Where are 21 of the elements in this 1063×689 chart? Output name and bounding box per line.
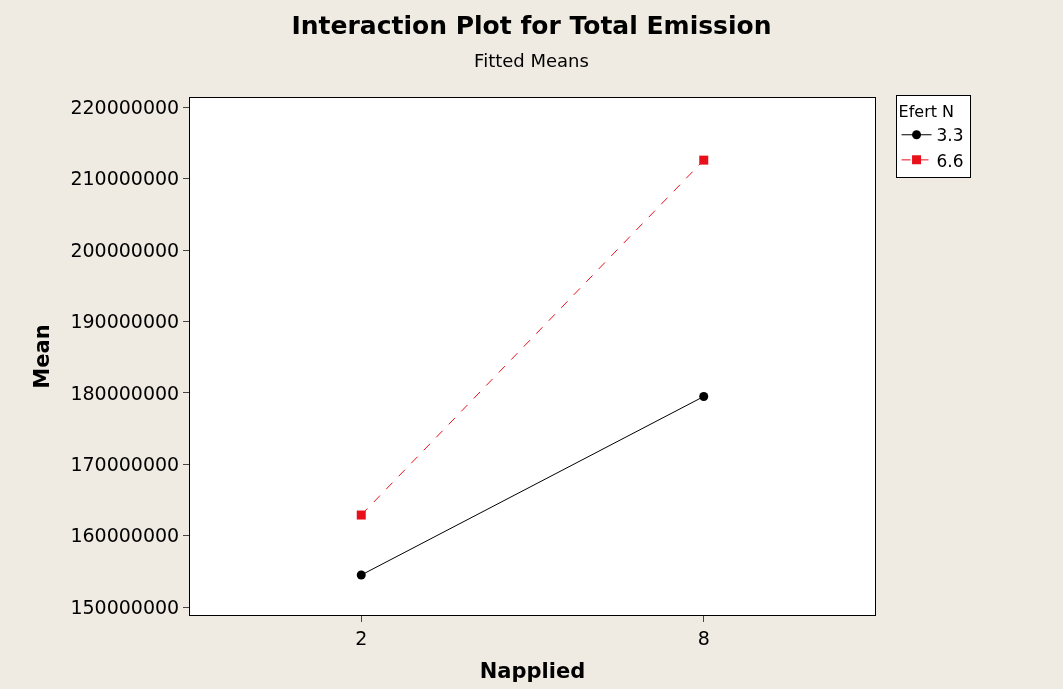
y-tick-label: 220000000	[70, 95, 180, 118]
chart-title: Interaction Plot for Total Emission	[291, 11, 772, 41]
point	[699, 155, 709, 165]
point	[356, 510, 366, 520]
point	[356, 570, 366, 580]
legend-label: 3.3	[936, 125, 964, 146]
y-tick-label: 150000000	[70, 595, 180, 618]
legend-label: 6.6	[936, 150, 964, 171]
legend-title: Efert N	[898, 102, 955, 122]
y-tick-label: 180000000	[70, 381, 180, 404]
x-tick-label: 8	[697, 626, 710, 649]
y-tick-label: 210000000	[70, 167, 180, 190]
y-tick-label: 190000000	[70, 310, 180, 333]
y-axis-title: Mean	[29, 324, 54, 389]
y-tick-label: 160000000	[70, 524, 180, 547]
chart-subtitle: Fitted Means	[474, 49, 589, 71]
point	[699, 391, 709, 401]
y-tick-label: 170000000	[70, 452, 180, 475]
y-tick-label: 200000000	[70, 238, 180, 261]
x-tick-label: 2	[355, 626, 368, 649]
x-axis-title: Napplied	[479, 659, 586, 683]
